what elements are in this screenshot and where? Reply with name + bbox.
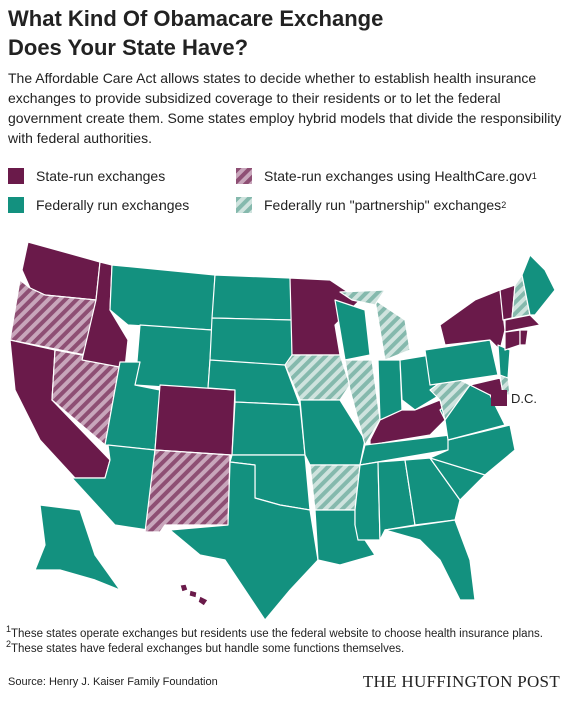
description: The Affordable Care Act allows states to… [8,70,562,146]
states [9,241,556,621]
footnote-mark: 2 [6,639,12,649]
legend-note: 1 [531,171,537,181]
legend-item: State-run exchanges using HealthCare.gov… [236,168,537,184]
legend-item: Federally run "partnership" exchanges 2 [236,197,506,213]
dc-label: D.C. [511,391,537,406]
legend-label: State-run exchanges [36,168,166,184]
footnote-text: These states operate exchanges but resid… [11,627,543,640]
source: Source: Henry J. Kaiser Family Foundatio… [8,676,218,688]
footnote-mark: 1 [6,624,12,634]
brand: THE HUFFINGTON POST [362,672,560,691]
legend-label: Federally run "partnership" exchanges [264,197,502,213]
footnote-text: These states have federal exchanges but … [11,642,405,655]
legend-label: Federally run exchanges [36,197,190,213]
legend-item: Federally run exchanges [8,197,189,213]
legend-label: State-run exchanges using HealthCare.gov [264,168,532,184]
legend-item: State-run exchanges [8,168,165,184]
legend-note: 2 [501,200,507,210]
title-line: What Kind Of Obamacare Exchange [8,6,384,31]
title: What Kind Of Obamacare Exchange Does You… [8,4,383,62]
dc-marker [491,390,507,406]
footnote: 2These states have federal exchanges but… [6,639,404,655]
footnote: 1These states operate exchanges but resi… [6,624,543,640]
title-line: Does Your State Have? [8,35,249,60]
